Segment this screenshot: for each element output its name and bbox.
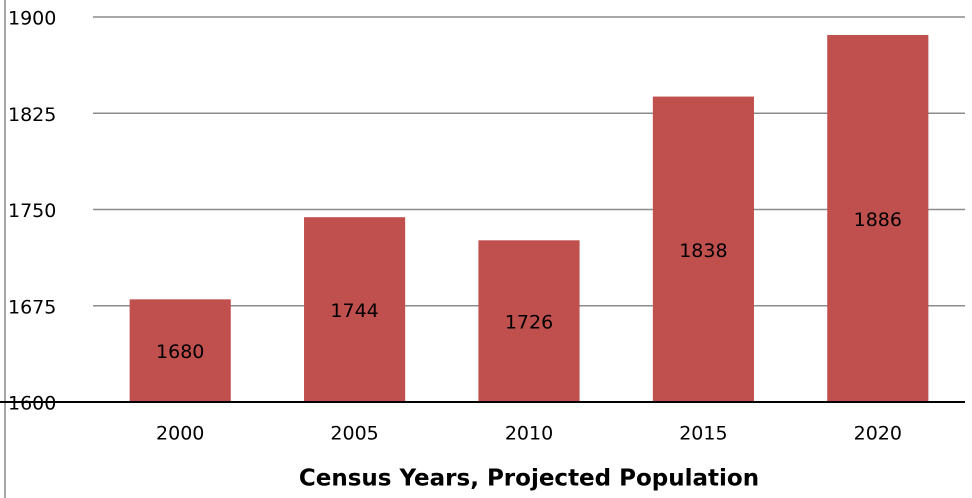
x-tick-label: 2000 xyxy=(156,423,204,445)
bar xyxy=(652,96,754,403)
y-tick-label: 1600 xyxy=(8,393,56,415)
y-tick-label: 1675 xyxy=(8,296,56,318)
x-tick-label: 2015 xyxy=(679,423,727,445)
x-tick-label: 2020 xyxy=(854,423,902,445)
data-label: 1838 xyxy=(679,240,727,262)
y-tick-label: 1900 xyxy=(8,8,56,30)
data-label: 1744 xyxy=(330,300,378,322)
data-label: 1680 xyxy=(156,341,204,363)
y-tick-label: 1750 xyxy=(8,200,56,222)
y-tick-label: 1825 xyxy=(8,104,56,126)
x-tick-label: 2005 xyxy=(330,423,378,445)
bar xyxy=(304,217,406,402)
bar xyxy=(478,240,580,402)
x-axis-title: Census Years, Projected Population xyxy=(299,466,759,492)
data-label: 1886 xyxy=(854,209,902,231)
bar xyxy=(827,34,929,402)
x-tick-label: 2010 xyxy=(505,423,553,445)
data-label: 1726 xyxy=(505,312,553,334)
bar xyxy=(129,299,231,402)
